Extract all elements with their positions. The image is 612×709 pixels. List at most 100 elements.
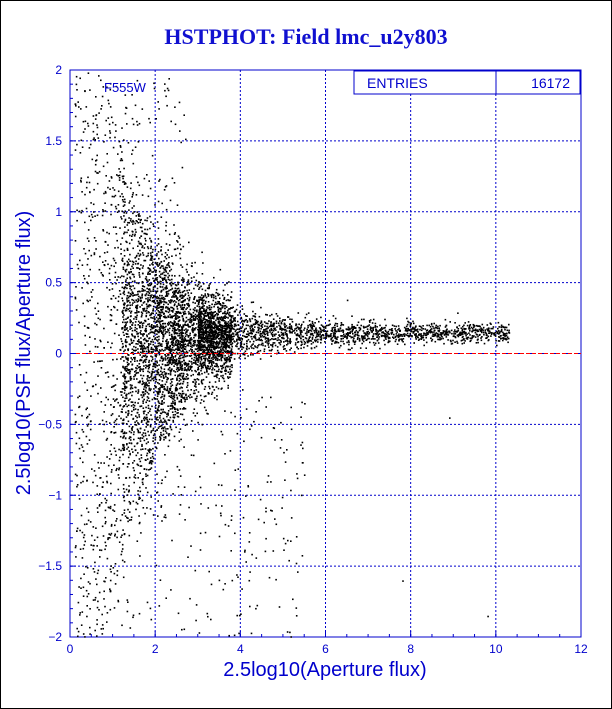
data-point [472,323,475,326]
data-point [178,332,181,335]
data-point [118,334,120,336]
data-point [258,315,261,318]
data-point [87,122,89,125]
data-point [311,325,314,327]
data-point [181,277,184,279]
data-point [107,99,110,102]
data-point [126,186,129,188]
data-point [104,241,107,243]
data-point [126,321,129,323]
data-point [133,318,135,320]
data-point [128,363,130,365]
data-point [158,275,161,277]
data-point [208,341,210,344]
data-point [168,434,170,437]
data-point [199,356,201,359]
data-point [84,128,86,130]
data-point [105,420,108,423]
data-point [124,369,126,371]
data-point [115,207,118,210]
data-point [197,373,200,376]
data-point [183,299,185,302]
data-point [258,337,260,339]
data-point [201,379,203,381]
data-point [162,323,164,325]
data-point [158,335,160,338]
data-point [160,384,162,387]
data-point [132,247,134,250]
data-point [174,326,176,329]
data-point [152,343,155,346]
data-point [249,329,252,331]
data-point [82,450,85,452]
data-point [135,372,138,375]
data-point [137,464,140,467]
data-point [165,381,168,383]
data-point [98,467,100,469]
data-point [135,316,138,319]
data-point [128,281,131,284]
data-point [194,261,196,264]
data-point [241,346,243,348]
data-point [109,188,111,190]
data-point [201,288,204,291]
data-point [306,330,308,333]
data-point [498,336,500,338]
data-point [219,321,221,323]
data-point [132,223,134,225]
data-point [163,401,165,404]
data-point [224,337,227,340]
data-point [129,384,132,386]
data-point [148,387,151,389]
data-point [124,201,126,203]
data-point [179,291,181,294]
data-point [270,321,272,323]
data-point [187,377,190,380]
data-point [149,269,152,271]
data-point [188,241,190,244]
data-point [124,270,127,273]
data-point [125,386,128,389]
data-point [122,181,124,183]
data-point [291,328,293,331]
data-point [142,370,144,373]
data-point [158,342,161,344]
data-point [184,294,186,296]
data-point [135,215,138,217]
data-point [135,299,137,301]
data-point [145,255,148,258]
data-point [110,525,113,527]
data-point [172,315,174,317]
data-point [267,339,270,341]
data-point [147,407,150,409]
data-point [182,308,185,311]
data-point [164,256,166,258]
data-point [146,383,148,386]
data-point [154,302,156,305]
data-point [117,295,120,298]
data-point [211,361,213,363]
data-point [232,317,235,320]
data-point [102,230,105,232]
data-point [192,328,194,330]
data-point [113,510,116,512]
data-point [134,335,136,338]
data-point [138,274,141,276]
data-point [131,348,134,351]
data-point [110,482,112,485]
data-point [151,378,153,380]
data-point [225,335,228,337]
data-point [184,299,186,302]
data-point [193,385,196,387]
data-point [129,375,132,378]
data-point [83,325,86,327]
data-point [121,328,123,330]
data-point [225,299,228,302]
data-point [200,337,202,340]
data-point [168,433,171,435]
data-point [185,393,187,396]
data-point [200,369,202,372]
data-point [279,317,281,320]
data-point [467,336,470,339]
data-point [126,466,129,468]
